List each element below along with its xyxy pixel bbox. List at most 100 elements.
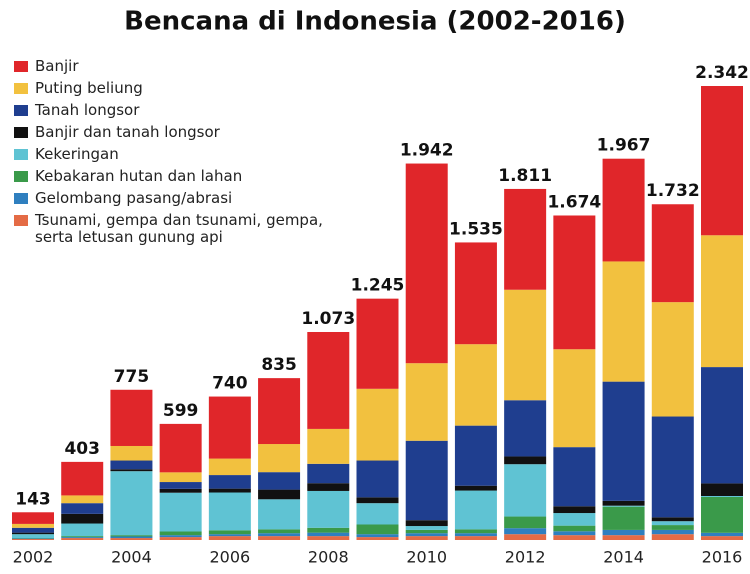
legend-swatch [14,127,28,138]
bar-segment [651,204,694,303]
bar-segment [159,488,202,493]
legend-item: Tanah longsor [14,102,344,119]
bar-segment [356,388,399,461]
bar-segment [307,483,350,491]
legend-swatch [14,215,28,226]
bar-segment [208,492,251,531]
x-tick-label: 2006 [209,548,250,567]
legend-swatch [14,61,28,72]
bar-segment [61,513,104,524]
legend-item: Banjir [14,58,344,75]
bar-segment [553,506,596,514]
total-label: 740 [212,374,248,394]
bar-segment [258,499,301,530]
bar-segment [12,523,54,528]
legend-item: Kekeringan [14,146,344,163]
bar-segment [307,532,350,537]
bar-segment [454,242,497,345]
total-label: 1.811 [498,166,552,186]
bar-segment [651,302,694,417]
legend-label: Kekeringan [35,145,119,163]
legend-swatch [14,193,28,204]
total-label: 1.073 [301,309,355,329]
bar-segment [110,471,153,536]
bar-segment [504,516,547,529]
bar-segment [553,535,596,540]
bar-segment [159,423,202,473]
bar-segment [504,188,547,290]
bar-segment [258,472,301,490]
bar-segment [356,497,399,504]
total-label: 1.942 [400,141,454,161]
total-label: 775 [114,367,150,387]
bar-segment [208,534,251,537]
bar-segment [307,527,350,533]
total-label: 835 [261,355,297,375]
bar-segment [602,261,645,382]
bar-segment [504,534,547,540]
bar-segment [602,529,645,536]
bar-segment [405,533,448,537]
bar-segment [110,538,153,540]
bar-segment [110,536,153,539]
bar-segment [651,521,694,526]
bar-segment [405,363,448,441]
bar-segment [12,539,54,540]
bar-segment [701,495,743,497]
bar-segment [504,456,547,465]
bar-segment [356,460,399,498]
bar-segment [454,485,497,491]
bar-segment [454,490,497,530]
bar-segment [307,428,350,464]
bar-segment [405,440,448,521]
total-label: 1.535 [449,219,503,239]
legend-item: Kebakaran hutan dan lahan [14,168,344,185]
legend-label: Banjir [35,57,79,75]
bar-segment [651,529,694,535]
bar-segment [61,536,104,538]
bar-segment [159,492,202,532]
total-label: 1.674 [547,192,601,212]
legend-label: Kebakaran hutan dan lahan [35,167,243,185]
bar-segment [405,529,448,534]
bar-segment [356,503,399,525]
legend-item: Gelombang pasang/abrasi [14,190,344,207]
bar-segment [307,463,350,484]
x-tick-label: 2004 [111,548,152,567]
legend-item: Puting beliung [14,80,344,97]
bar-segment [651,416,694,518]
bar-segment [61,538,104,540]
bar-segment [602,505,645,507]
legend-swatch [14,105,28,116]
bar-segment [405,526,448,530]
bar-segment [110,445,153,461]
bar-segment [208,536,251,540]
bar-segment [553,513,596,526]
bar-segment [258,529,301,534]
bar-segment [454,425,497,486]
bar-segment [405,520,448,527]
bar-segment [258,444,301,473]
bar-segment [405,536,448,540]
legend-swatch [14,149,28,160]
bar-segment [356,534,399,538]
total-label: 403 [64,439,100,459]
bar-segment [12,512,54,524]
bar-segment [356,524,399,535]
bar-segment [61,495,104,504]
bar-segment [553,349,596,448]
bar-segment [454,344,497,426]
bar-segment [159,482,202,489]
legend-label: Gelombang pasang/abrasi [35,189,233,207]
bar-segment [12,534,54,539]
bar-segment [553,531,596,536]
bar-segment [12,527,54,533]
bar-segment [701,532,743,537]
bar-segment [159,535,202,538]
x-tick-label: 2008 [308,548,349,567]
bar-segment [258,489,301,500]
bar-segment [651,534,694,540]
bar-segment [12,532,54,535]
bar-segment [602,500,645,506]
x-tick-label: 2014 [603,548,644,567]
